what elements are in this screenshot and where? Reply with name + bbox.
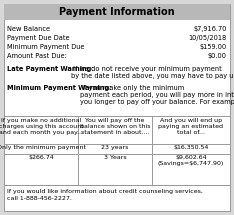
Text: 3 Years: 3 Years	[104, 155, 126, 160]
Text: Payment Due Date: Payment Due Date	[7, 35, 70, 41]
Text: Minimum Payment Due: Minimum Payment Due	[7, 44, 84, 50]
Text: And you will end up
paying an estimated
total of...: And you will end up paying an estimated …	[158, 118, 223, 135]
Text: Late Payment Warning:: Late Payment Warning:	[7, 66, 94, 72]
Text: Amount Past Due:: Amount Past Due:	[7, 53, 67, 59]
Text: If you would like information about credit counseling services,: If you would like information about cred…	[7, 189, 203, 194]
Text: If you make no additional
charges using this account
and each month you pay...: If you make no additional charges using …	[0, 118, 83, 135]
Bar	[4, 4, 230, 20]
Text: Minimum Payment Warning:: Minimum Payment Warning:	[7, 85, 112, 91]
Text: You will pay off the
balance shown on this
statement in about....: You will pay off the balance shown on th…	[80, 118, 150, 135]
Text: 23 years: 23 years	[101, 145, 129, 150]
Text: New Balance: New Balance	[7, 26, 50, 32]
Text: Payment Information: Payment Information	[59, 7, 175, 17]
Text: 10/05/2018: 10/05/2018	[189, 35, 227, 41]
Text: $0.00: $0.00	[208, 53, 227, 59]
Text: $16,350.54: $16,350.54	[173, 145, 209, 150]
Text: $266.74: $266.74	[28, 155, 54, 160]
Text: If you make only the minimum
payment each period, you will pay more in interest : If you make only the minimum payment eac…	[80, 85, 234, 105]
Bar	[4, 116, 230, 185]
Text: call 1-888-456-2227.: call 1-888-456-2227.	[7, 196, 72, 201]
Text: Only the minimum payment: Only the minimum payment	[0, 145, 85, 150]
Text: $9,602.64
(Savings=$6,747.90): $9,602.64 (Savings=$6,747.90)	[158, 155, 224, 166]
Text: $7,916.70: $7,916.70	[194, 26, 227, 32]
Text: If we do not receive your minimum payment
by the date listed above, you may have: If we do not receive your minimum paymen…	[71, 66, 234, 79]
Text: $159.00: $159.00	[200, 44, 227, 50]
